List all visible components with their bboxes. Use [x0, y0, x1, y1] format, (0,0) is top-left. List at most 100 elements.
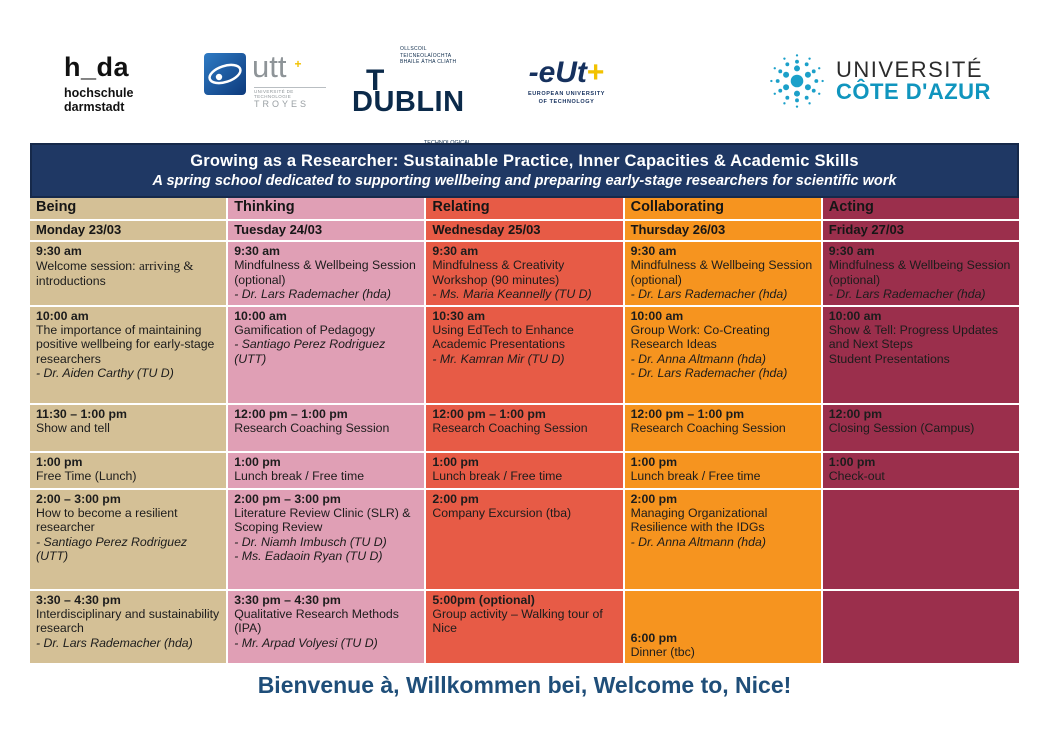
- welcome-message: Bienvenue à, Willkommen bei, Welcome to,…: [257, 672, 792, 698]
- utt-plus-icon: +: [294, 57, 302, 71]
- event-subtitle: A spring school dedicated to supporting …: [152, 173, 897, 189]
- schedule-cell: 6:00 pm Dinner (tbc): [624, 590, 821, 663]
- cell-title: Managing Organizational Resilience with …: [630, 505, 768, 535]
- cell-title: Show and tell: [36, 420, 110, 435]
- hda-sub2: darmstadt: [64, 100, 125, 115]
- cell-time: 12:00 pm – 1:00 pm: [630, 406, 745, 421]
- schedule-cell: 12:00 pm – 1:00 pm Research Coaching Sess…: [624, 404, 821, 451]
- schedule-cell: 10:30 am Using EdTech to Enhance Academic…: [426, 306, 623, 403]
- utt-sub2: TROYES: [254, 99, 310, 109]
- cell-title: Company Excursion (tba): [432, 505, 572, 520]
- tu-dublin-logo: OLLSCOIL TEICNEOLAÍOCHTA BHAILE ÁTHA CLI…: [352, 46, 477, 154]
- cell-speaker: - Dr. Niamh Imbusch (TU D): [234, 534, 387, 549]
- column-theme-collaborating: Collaborating: [624, 198, 821, 219]
- cell-title: The importance of maintaining positive w…: [36, 322, 215, 366]
- schedule-cell: 12:00 pm – 1:00 pm Research Coaching Sess…: [426, 404, 623, 451]
- schedule-cell: 2:00 – 3:00 pm How to become a resilient …: [30, 489, 227, 589]
- eut-logo: -eUt+ EUROPEAN UNIVERSITY OF TECHNOLOGY: [514, 58, 619, 107]
- cell-time: 1:00 pm: [234, 454, 281, 469]
- cell-time: 1:00 pm: [630, 454, 678, 469]
- uca-dots-icon: /* dots generated below */: [770, 54, 824, 108]
- schedule-cell: 2:00 pm Company Excursion (tba): [426, 489, 623, 589]
- cell-time: 10:00 am: [234, 308, 287, 323]
- cell-title: Interdisciplinary and sustainability res…: [36, 606, 220, 636]
- cell-speaker: - Mr. Kamran Mir (TU D): [432, 351, 565, 366]
- column-theme-thinking: Thinking: [228, 198, 425, 219]
- cell-time: 9:30 am: [630, 244, 677, 258]
- cell-title: Welcome session: arriving & introduction…: [36, 258, 194, 288]
- title-banner: Growing as a Researcher: Sustainable Pra…: [30, 143, 1019, 198]
- cell-title: How to become a resilient researcher: [36, 505, 178, 535]
- schedule-cell: 9:30 am Mindfulness & Wellbeing Session (…: [624, 242, 821, 305]
- schedule-cell: 1:00 pm Lunch break / Free time: [228, 452, 425, 488]
- cell-time: 1:00 pm: [432, 454, 479, 469]
- column-day: Thursday 26/03: [624, 221, 821, 240]
- cell-time: 12:00 pm: [828, 406, 883, 421]
- schedule-cell: 9:30 am Mindfulness & Wellbeing Session (…: [822, 242, 1019, 305]
- cell-title: Research Coaching Session: [234, 420, 390, 435]
- schedule-cell: [822, 489, 1019, 589]
- schedule-cell: 10:00 am Group Work: Co-Creating Research…: [624, 306, 821, 403]
- tud-sub1: TECHNOLOGICAL: [352, 140, 471, 147]
- cell-time: 9:30 am: [432, 244, 479, 258]
- schedule-cell: 3:30 pm – 4:30 pm Qualitative Research Me…: [228, 590, 425, 663]
- cell-title: Group activity – Walking tour of Nice: [432, 606, 603, 636]
- cell-time: 1:00 pm: [828, 454, 876, 469]
- column-theme-relating: Relating: [426, 198, 623, 219]
- schedule-cell: 2:00 pm – 3:00 pm Literature Review Clini…: [228, 489, 425, 589]
- schedule-cell: 2:00 pm Managing Organizational Resilienc…: [624, 489, 821, 589]
- column-theme-being: Being: [30, 198, 227, 219]
- logo-strip: h_da hochschule darmstadt utt + UNIVERSI…: [0, 0, 1049, 153]
- cell-speaker: - Dr. Anna Altmann (hda): [630, 351, 766, 366]
- cell-speaker: - Dr. Lars Rademacher (hda): [36, 635, 193, 650]
- cell-time: 1:00 pm: [36, 454, 83, 469]
- cell-time: 12:00 pm – 1:00 pm: [234, 406, 348, 421]
- cell-time: 5:00pm (optional): [432, 592, 535, 607]
- column-day: Friday 27/03: [822, 221, 1019, 240]
- cell-time: 11:30 – 1:00 pm: [36, 406, 127, 421]
- schedule-cell: 10:00 am Show & Tell: Progress Updates an…: [822, 306, 1019, 403]
- schedule-cell: 3:30 – 4:30 pm Interdisciplinary and sust…: [30, 590, 227, 663]
- cell-time: 9:30 am: [828, 244, 875, 258]
- schedule-cell: 1:00 pm Lunch break / Free time: [624, 452, 821, 488]
- cell-speaker: - Mr. Arpad Volyesi (TU D): [234, 635, 378, 650]
- schedule-cell: 9:30 am Mindfulness & Creativity Workshop…: [426, 242, 623, 305]
- cell-title: Lunch break / Free time: [630, 468, 761, 483]
- cell-time: 9:30 am: [36, 244, 82, 258]
- cell-title-serif-part: arriving &: [138, 258, 194, 274]
- cell-title: Lunch break / Free time: [234, 468, 365, 483]
- cell-speaker: - Ms. Eadaoin Ryan (TU D): [234, 549, 383, 563]
- column-day: Tuesday 24/03: [228, 221, 425, 240]
- tud-t: T: [366, 63, 385, 97]
- tud-wordmark: DUBLIN: [352, 85, 465, 118]
- uca-line2: CÔTE D'AZUR: [836, 79, 991, 104]
- utt-logo: utt + UNIVERSITÉ DE TECHNOLOGIE TROYES: [204, 49, 334, 109]
- uca-logo: /* dots generated below */ UNIVERSI: [768, 52, 991, 110]
- cell-title: Qualitative Research Methods (IPA): [234, 606, 399, 636]
- cell-title: Using EdTech to Enhance Academic Present…: [432, 322, 574, 352]
- cell-time: 10:30 am: [432, 308, 486, 323]
- cell-title: Lunch break / Free time: [432, 468, 563, 483]
- tud-irish2: BHAILE ÁTHA CLIATH: [400, 59, 457, 65]
- schedule-cell: [822, 590, 1019, 663]
- schedule-cell: 10:00 am Gamification of Pedagogy - Santia…: [228, 306, 425, 403]
- cell-time: 2:00 pm: [432, 491, 479, 506]
- schedule-cell: 11:30 – 1:00 pm Show and tell: [30, 404, 227, 451]
- cell-time: 6:00 pm: [630, 630, 678, 645]
- cell-time: 9:30 am: [234, 244, 280, 258]
- schedule-cell: 1:00 pm Free Time (Lunch): [30, 452, 227, 488]
- cell-title: Check-out: [828, 468, 885, 483]
- cell-time: 2:00 pm – 3:00 pm: [234, 491, 341, 506]
- cell-title: Literature Review Clinic (SLR) & Scoping…: [234, 505, 411, 535]
- cell-speaker: - Ms. Maria Keannelly (TU D): [432, 287, 592, 302]
- schedule-cell: 5:00pm (optional) Group activity – Walkin…: [426, 590, 623, 663]
- cell-time: 3:30 – 4:30 pm: [36, 592, 121, 607]
- cell-title: Mindfulness & Creativity Workshop (90 mi…: [432, 258, 565, 287]
- schedule-cell: 1:00 pm Check-out: [822, 452, 1019, 488]
- cell-extra: Student Presentations: [828, 351, 950, 366]
- cell-speaker: - Dr. Lars Rademacher (hda): [828, 287, 986, 302]
- cell-title: Closing Session (Campus): [828, 420, 975, 435]
- utt-wordmark: utt: [252, 49, 287, 84]
- cell-speaker: - Dr. Lars Rademacher (hda): [630, 366, 788, 380]
- cell-speaker: - Dr. Lars Rademacher (hda): [630, 287, 788, 302]
